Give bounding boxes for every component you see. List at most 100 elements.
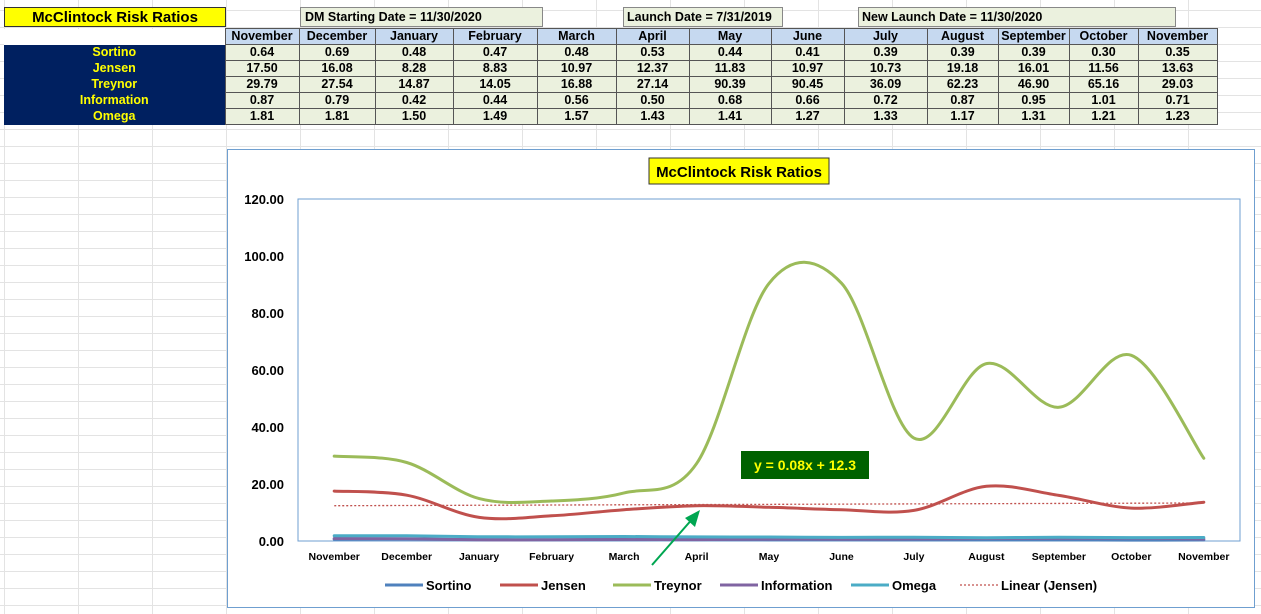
table-row-treynor: Treynor 29.79 27.54 14.87 14.05 16.88 27.14 90.… [4, 76, 1218, 93]
table-cell[interactable]: 27.14 [615, 76, 690, 93]
table-cell[interactable]: 62.23 [926, 76, 999, 93]
table-cell[interactable]: 1.41 [688, 108, 772, 125]
month-header-7[interactable]: June [770, 28, 845, 45]
legend-entry[interactable]: Linear (Jensen) [1001, 578, 1097, 593]
table-cell[interactable]: 1.01 [1068, 92, 1139, 109]
table-cell[interactable]: 13.63 [1137, 60, 1218, 77]
table-cell[interactable]: 14.05 [452, 76, 538, 93]
table-cell[interactable]: 17.50 [224, 60, 300, 77]
row-label[interactable]: Treynor [4, 76, 225, 93]
table-cell[interactable]: 0.35 [1137, 44, 1218, 61]
table-cell[interactable]: 90.39 [688, 76, 772, 93]
table-cell[interactable]: 0.71 [1137, 92, 1218, 109]
table-cell[interactable]: 0.39 [926, 44, 999, 61]
legend-entry[interactable]: Information [761, 578, 833, 593]
table-row-omega: Omega 1.81 1.81 1.50 1.49 1.57 1.43 1.41 1.27 1.3… [4, 108, 1218, 125]
legend-entry[interactable]: Omega [892, 578, 937, 593]
launch-date[interactable]: Launch Date = 7/31/2019 [623, 7, 783, 27]
new-launch-date[interactable]: New Launch Date = 11/30/2020 [858, 7, 1176, 27]
table-cell[interactable]: 1.23 [1137, 108, 1218, 125]
table-cell[interactable]: 0.48 [374, 44, 454, 61]
table-cell[interactable]: 36.09 [843, 76, 928, 93]
table-cell[interactable]: 0.48 [536, 44, 617, 61]
table-cell[interactable]: 0.69 [298, 44, 376, 61]
table-cell[interactable]: 90.45 [770, 76, 845, 93]
month-header-8[interactable]: July [843, 28, 928, 45]
table-cell[interactable]: 29.79 [224, 76, 300, 93]
table-cell[interactable]: 0.95 [997, 92, 1070, 109]
table-cell[interactable]: 0.87 [224, 92, 300, 109]
month-header-10[interactable]: September [997, 28, 1070, 45]
row-label[interactable]: Jensen [4, 60, 225, 77]
month-header-1[interactable]: December [298, 28, 376, 45]
table-cell[interactable]: 16.01 [997, 60, 1070, 77]
y-tick-label: 40.00 [251, 420, 284, 435]
row-label[interactable]: Information [4, 92, 225, 109]
table-cell[interactable]: 29.03 [1137, 76, 1218, 93]
table-cell[interactable]: 10.97 [770, 60, 845, 77]
month-header-11[interactable]: October [1068, 28, 1139, 45]
table-cell[interactable]: 46.90 [997, 76, 1070, 93]
table-cell[interactable]: 0.68 [688, 92, 772, 109]
table-cell[interactable]: 1.50 [374, 108, 454, 125]
table-cell[interactable]: 19.18 [926, 60, 999, 77]
table-cell[interactable]: 1.57 [536, 108, 617, 125]
table-cell[interactable]: 0.50 [615, 92, 690, 109]
table-cell[interactable]: 16.08 [298, 60, 376, 77]
legend-entry[interactable]: Sortino [426, 578, 472, 593]
month-header-12[interactable]: November [1137, 28, 1218, 45]
equation-label: y = 0.08x + 12.3 [754, 457, 856, 473]
table-cell[interactable]: 65.16 [1068, 76, 1139, 93]
table-cell[interactable]: 0.44 [688, 44, 772, 61]
table-cell[interactable]: 11.83 [688, 60, 772, 77]
table-cell[interactable]: 0.66 [770, 92, 845, 109]
table-cell[interactable]: 16.88 [536, 76, 617, 93]
table-cell[interactable]: 0.47 [452, 44, 538, 61]
table-cell[interactable]: 27.54 [298, 76, 376, 93]
table-cell[interactable]: 1.81 [224, 108, 300, 125]
table-cell[interactable]: 11.56 [1068, 60, 1139, 77]
month-header-6[interactable]: May [688, 28, 772, 45]
month-header-9[interactable]: August [926, 28, 999, 45]
month-header-5[interactable]: April [615, 28, 690, 45]
table-cell[interactable]: 1.33 [843, 108, 928, 125]
table-cell[interactable]: 8.28 [374, 60, 454, 77]
table-cell[interactable]: 12.37 [615, 60, 690, 77]
table-cell[interactable]: 8.83 [452, 60, 538, 77]
legend-entry[interactable]: Treynor [654, 578, 702, 593]
chart-area[interactable]: McClintock Risk Ratios 0.00 20.00 40.00 60.0… [227, 149, 1255, 608]
table-cell[interactable]: 1.43 [615, 108, 690, 125]
table-cell[interactable]: 1.31 [997, 108, 1070, 125]
month-header-3[interactable]: February [452, 28, 538, 45]
row-label[interactable]: Sortino [4, 44, 225, 61]
table-cell[interactable]: 0.30 [1068, 44, 1139, 61]
month-header-0[interactable]: November [224, 28, 300, 45]
table-cell[interactable]: 0.72 [843, 92, 928, 109]
table-cell[interactable]: 1.17 [926, 108, 999, 125]
row-label[interactable]: Omega [4, 108, 225, 125]
corner-cell [4, 28, 225, 45]
month-header-4[interactable]: March [536, 28, 617, 45]
table-cell[interactable]: 10.97 [536, 60, 617, 77]
table-cell[interactable]: 1.81 [298, 108, 376, 125]
table-cell[interactable]: 0.56 [536, 92, 617, 109]
sheet-title[interactable]: McClintock Risk Ratios [4, 7, 226, 27]
table-cell[interactable]: 0.79 [298, 92, 376, 109]
table-cell[interactable]: 0.39 [843, 44, 928, 61]
table-cell[interactable]: 1.27 [770, 108, 845, 125]
table-cell[interactable]: 10.73 [843, 60, 928, 77]
table-cell[interactable]: 0.53 [615, 44, 690, 61]
table-cell[interactable]: 0.87 [926, 92, 999, 109]
dm-start-date[interactable]: DM Starting Date = 11/30/2020 [300, 7, 543, 27]
x-tick-label: October [1111, 551, 1151, 563]
table-cell[interactable]: 0.64 [224, 44, 300, 61]
month-header-2[interactable]: January [374, 28, 454, 45]
table-cell[interactable]: 0.41 [770, 44, 845, 61]
table-cell[interactable]: 1.49 [452, 108, 538, 125]
table-cell[interactable]: 0.39 [997, 44, 1070, 61]
legend-entry[interactable]: Jensen [541, 578, 586, 593]
table-cell[interactable]: 0.42 [374, 92, 454, 109]
table-cell[interactable]: 14.87 [374, 76, 454, 93]
table-cell[interactable]: 1.21 [1068, 108, 1139, 125]
table-cell[interactable]: 0.44 [452, 92, 538, 109]
